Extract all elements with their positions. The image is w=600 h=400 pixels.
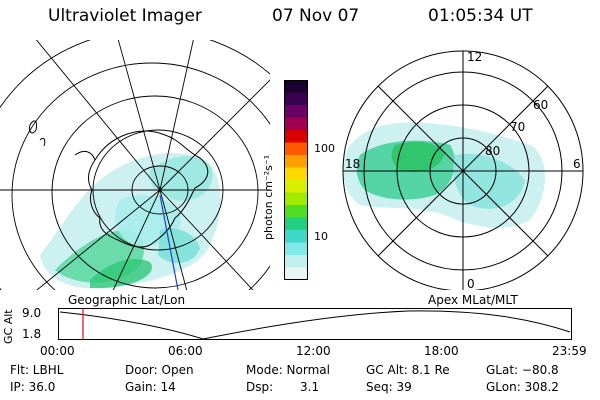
- gc-altitude-status: GC Alt: 8.1 Re: [366, 363, 450, 377]
- colorbar-segment: [284, 130, 308, 143]
- time-tick-0600: 06:00: [168, 344, 203, 358]
- colorbar-segment: [284, 192, 308, 206]
- altitude-plot: [58, 308, 572, 340]
- time-tick-2359: 23:59: [552, 344, 587, 358]
- longitude-grid: [0, 40, 270, 290]
- colorbar-segment: [284, 142, 308, 156]
- colorbar-segment: [284, 105, 308, 118]
- colorbar-segment: [284, 255, 308, 268]
- mlt-grid: [343, 51, 583, 290]
- mlat-label-60: 60: [533, 98, 548, 112]
- time-tick-0000: 00:00: [40, 344, 75, 358]
- geographic-polar-plot: [0, 40, 270, 290]
- colorbar-segment: [284, 217, 308, 231]
- mlat-label-80: 80: [485, 144, 500, 158]
- mode-status: Mode: Normal: [246, 363, 330, 377]
- mlt-label-6: 6: [573, 157, 581, 171]
- mlt-label-12: 12: [467, 50, 482, 64]
- altitude-plot-frame: [58, 308, 572, 340]
- door-status: Door: Open: [125, 363, 194, 377]
- colorbar-segment: [284, 242, 308, 256]
- time-tick-1800: 18:00: [424, 344, 459, 358]
- altitude-tick-high: 9.0: [22, 306, 42, 320]
- colorbar-tick-10: 10: [314, 230, 328, 243]
- filter-status: Flt: LBHL: [10, 363, 64, 377]
- altitude-curve: [59, 310, 571, 340]
- colorbar-segment: [284, 80, 308, 93]
- mlt-label-18: 18: [345, 157, 360, 171]
- dsp-label: Dsp:: [246, 380, 274, 394]
- geo-longitude-status: GLon: 308.2: [486, 380, 559, 394]
- colorbar: [284, 80, 308, 280]
- colorbar-segment: [284, 230, 308, 243]
- colorbar-frame: [284, 80, 308, 280]
- colorbar-segment: [284, 205, 308, 218]
- altitude-axis-label: GC Alt: [2, 309, 15, 344]
- geo-latitude-status: GLat: −80.8: [486, 363, 559, 377]
- colorbar-segment: [284, 117, 308, 131]
- altitude-tick-low: 1.8: [22, 327, 42, 341]
- mlat-label-70: 70: [510, 120, 525, 134]
- gain-status: Gain: 14: [125, 380, 176, 394]
- time-label: 01:05:34 UT: [428, 6, 533, 26]
- ip-status: IP: 36.0: [10, 380, 56, 394]
- colorbar-tick-100: 100: [314, 142, 335, 155]
- date-label: 07 Nov 07: [272, 6, 360, 26]
- magnetic-polar-plot: 12 18 6 0 60 70 80: [342, 50, 584, 290]
- colorbar-segment: [284, 267, 308, 280]
- mlt-label-0: 0: [467, 277, 475, 290]
- colorbar-segment: [284, 155, 308, 168]
- magnetic-label: Apex MLat/MLT: [428, 293, 518, 307]
- magnetic-emission: [343, 122, 545, 228]
- geographic-label: Geographic Lat/Lon: [68, 293, 186, 307]
- instrument-title: Ultraviolet Imager: [48, 6, 202, 26]
- colorbar-segment: [284, 92, 308, 106]
- colorbar-unit-label: photon cm⁻²s⁻¹: [262, 154, 275, 240]
- sequence-status: Seq: 39: [366, 380, 412, 394]
- geographic-emission: [40, 152, 221, 289]
- time-tick-1200: 12:00: [296, 344, 331, 358]
- colorbar-segment: [284, 180, 308, 193]
- coastline: [87, 130, 209, 248]
- satellite-track: [159, 194, 179, 290]
- dsp-value: 3.1: [300, 380, 320, 394]
- colorbar-segment: [284, 167, 308, 181]
